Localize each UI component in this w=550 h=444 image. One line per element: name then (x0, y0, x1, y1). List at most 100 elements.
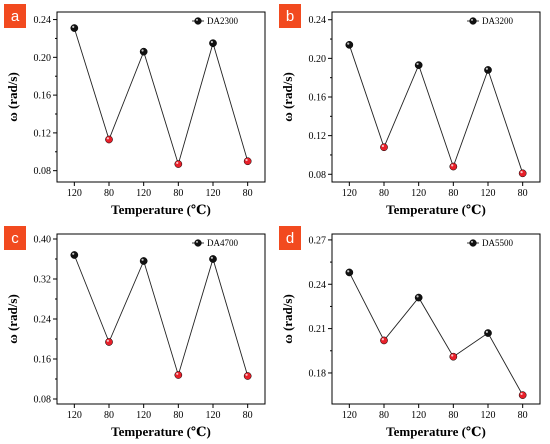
x-tick-label: 120 (411, 410, 426, 421)
x-tick-label: 80 (243, 188, 253, 199)
x-tick-label: 120 (206, 410, 221, 421)
panel-badge-bg (279, 4, 301, 28)
data-point (105, 135, 113, 144)
x-axis-title: Temperature (℃) (386, 202, 486, 217)
x-tick-label: 120 (481, 410, 496, 421)
x-tick-label: 120 (136, 410, 151, 421)
y-tick-label: 0.24 (309, 280, 327, 291)
chart-c-svg: c 0.08 0.16 0.24 0.32 0.40 120 80 120 80 120 80 Temp… (4, 226, 266, 439)
x-tick-label: 120 (67, 188, 82, 199)
data-point (105, 338, 113, 346)
panel-label: d (286, 230, 294, 247)
y-tick-label: 0.08 (34, 395, 52, 406)
series-line-DA3200 (348, 44, 524, 174)
y-tick-label: 0.21 (309, 324, 327, 335)
y-axis-title: ω (rad/s) (5, 294, 20, 344)
chart-panel-c: c 0.08 0.16 0.24 0.32 0.40 120 80 120 80 120 80 Temp… (0, 222, 275, 444)
legend-marker (469, 17, 477, 25)
data-point (449, 162, 458, 171)
x-tick-label: 80 (379, 188, 389, 199)
legend-label: DA3200 (482, 16, 513, 26)
x-tick-label: 120 (136, 188, 151, 199)
data-point (518, 169, 527, 178)
data-point (209, 39, 217, 48)
panel-label: c (11, 230, 19, 247)
series-line-DA4700 (73, 254, 249, 377)
y-tick-label: 0.24 (34, 315, 52, 326)
data-point (380, 143, 388, 152)
y-axis-title: ω (rad/s) (280, 72, 295, 122)
x-tick-label: 120 (67, 410, 82, 421)
x-tick-label: 80 (448, 410, 458, 421)
x-tick-label: 80 (173, 410, 183, 421)
panel-badge-b: b (279, 4, 301, 28)
series-line-DA5500 (348, 272, 524, 396)
legend-label: DA4700 (207, 238, 238, 248)
data-point (414, 293, 423, 302)
panel-badge-c: c (4, 226, 26, 250)
legend: DA2300 (192, 16, 238, 26)
legend-marker (194, 17, 202, 25)
data-point (518, 391, 527, 399)
x-tick-label: 80 (379, 410, 389, 421)
legend-label: DA2300 (207, 16, 238, 26)
data-point (70, 251, 79, 259)
panel-badge-bg (279, 226, 301, 250)
data-point (70, 24, 79, 32)
y-tick-label: 0.08 (34, 166, 52, 177)
panel-badge-bg (4, 226, 26, 250)
x-tick-label: 80 (518, 188, 528, 199)
x-tick-label: 80 (518, 410, 528, 421)
data-point (345, 268, 354, 277)
x-axis-title: Temperature (℃) (386, 424, 486, 439)
y-tick-label: 0.27 (309, 235, 327, 246)
x-tick-label: 80 (448, 188, 458, 199)
x-tick-label: 80 (173, 188, 183, 199)
plot-frame (331, 11, 541, 183)
data-point (139, 257, 148, 265)
legend: DA4700 (192, 238, 238, 248)
data-point (449, 352, 458, 361)
y-tick-label: 0.16 (34, 355, 52, 366)
x-tick-label: 120 (206, 188, 221, 199)
y-tick-label: 0.16 (309, 93, 327, 104)
x-axis-title: Temperature (℃) (111, 424, 211, 439)
panel-badge-a: a (4, 4, 26, 28)
data-point (243, 157, 252, 166)
panel-label: b (286, 8, 294, 25)
y-tick-label: 0.20 (309, 54, 327, 65)
y-tick-label: 0.40 (34, 235, 52, 246)
data-point (139, 47, 148, 56)
panel-badge-bg (4, 4, 26, 28)
y-tick-label: 0.16 (34, 91, 52, 102)
chart-b-svg: b 0.08 0.12 0.16 0.20 0.24 120 80 120 80 120 80 Temp… (279, 4, 541, 217)
data-point (209, 255, 217, 263)
y-tick-label: 0.08 (309, 170, 327, 181)
x-tick-label: 80 (104, 188, 114, 199)
legend: DA3200 (467, 16, 513, 26)
y-tick-label: 0.18 (309, 368, 327, 379)
data-point (345, 40, 354, 49)
plot-frame (56, 11, 266, 183)
legend-marker (194, 239, 202, 247)
y-tick-label: 0.20 (34, 53, 52, 64)
legend-marker (469, 239, 477, 247)
x-tick-label: 120 (481, 188, 496, 199)
data-point (243, 372, 252, 380)
x-tick-label: 80 (243, 410, 253, 421)
panel-label: a (11, 8, 20, 25)
y-tick-label: 0.24 (34, 15, 52, 26)
chart-panel-b: b 0.08 0.12 0.16 0.20 0.24 120 80 120 80 120 80 Temp… (275, 0, 550, 222)
y-tick-label: 0.32 (34, 275, 52, 286)
chart-d-svg: d 0.18 0.21 0.24 0.27 120 80 120 80 120 80 Temperat… (279, 226, 541, 439)
legend-label: DA5500 (482, 238, 513, 248)
panel-badge-d: d (279, 226, 301, 250)
x-axis-title: Temperature (℃) (111, 202, 211, 217)
y-axis-title: ω (rad/s) (5, 72, 20, 122)
series-line-DA2300 (73, 27, 249, 166)
x-tick-label: 120 (342, 188, 357, 199)
x-tick-label: 80 (104, 410, 114, 421)
x-tick-label: 120 (411, 188, 426, 199)
chart-panel-a: a 0.08 0.12 0.16 0.20 0.24 120 80 120 80 120 80 Temp… (0, 0, 275, 222)
plot-frame (331, 233, 541, 405)
